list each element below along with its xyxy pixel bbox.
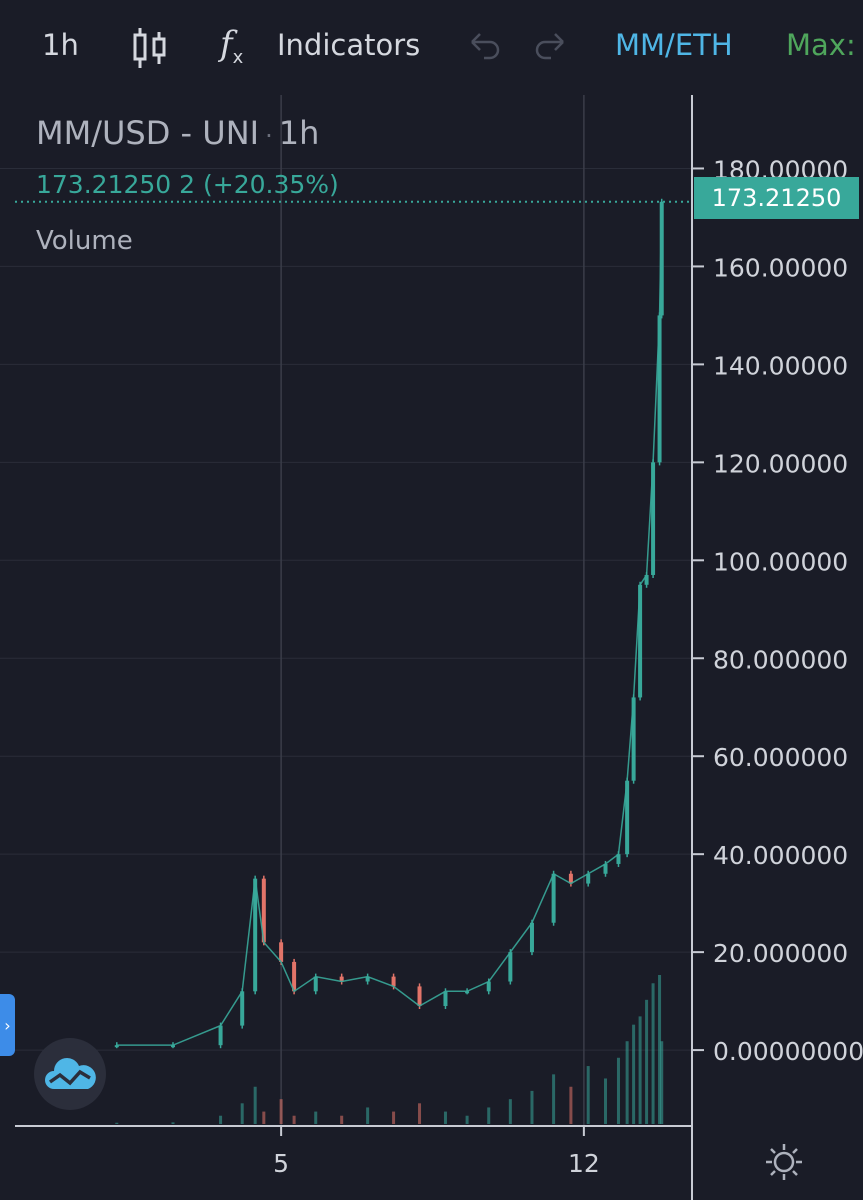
y-tick-label: 20.000000: [713, 939, 848, 968]
cloud-chart-icon: [45, 1058, 96, 1089]
volume-bar: [465, 1115, 469, 1124]
candle-body: [218, 1025, 223, 1046]
volume-bar: [645, 999, 649, 1124]
candle-body: [417, 986, 422, 1007]
candle-body: [443, 991, 448, 1007]
legend-separator: ·: [265, 122, 273, 150]
redo-icon[interactable]: [533, 30, 567, 64]
price-layer: [15, 198, 692, 1049]
settings-icon[interactable]: [764, 1142, 804, 1182]
price-line: [116, 201, 663, 1046]
candle-body: [339, 976, 344, 982]
candle-body: [568, 873, 573, 884]
volume-bar: [392, 1111, 396, 1124]
volume-bar: [219, 1115, 223, 1124]
candle-body: [465, 991, 470, 994]
volume-bar: [508, 1099, 512, 1124]
volume-layer: [115, 975, 664, 1124]
candle-body: [171, 1045, 175, 1048]
y-tick-label: 120.00000: [713, 449, 848, 478]
volume-bar: [638, 1016, 642, 1124]
undo-icon[interactable]: [468, 30, 502, 64]
legend-price-value: 173.21250 2 (+20.35%): [36, 170, 339, 199]
volume-bar: [530, 1090, 534, 1124]
volume-bar: [569, 1086, 573, 1124]
tradingview-logo-icon[interactable]: [34, 1038, 106, 1110]
y-tick-label: 60.000000: [713, 743, 848, 772]
candle-body: [659, 201, 664, 316]
candle-body: [551, 873, 556, 923]
y-tick-label: 160.00000: [713, 253, 848, 282]
candle-body: [391, 976, 396, 987]
candle-body: [486, 981, 491, 992]
volume-bar: [292, 1115, 296, 1124]
volume-bar: [314, 1111, 318, 1124]
function-icon[interactable]: fx: [220, 24, 244, 68]
candle-body: [638, 584, 643, 698]
volume-bar: [586, 1066, 590, 1124]
legend-interval: 1h: [278, 114, 320, 152]
candle-body: [240, 991, 245, 1026]
candle-body: [114, 1045, 119, 1048]
grid-layer: [0, 95, 692, 1126]
volume-bar: [632, 1024, 636, 1124]
y-tick-label: 80.000000: [713, 645, 848, 674]
interval-button[interactable]: 1h: [42, 28, 79, 62]
candlestick-icon[interactable]: [132, 26, 168, 70]
y-tick-label: 140.00000: [713, 351, 848, 380]
candle-body: [644, 574, 649, 585]
candle-body: [631, 697, 636, 781]
candle-body: [625, 780, 630, 855]
volume-bar: [279, 1099, 283, 1124]
candle-body: [365, 976, 370, 982]
volume-bar: [418, 1103, 422, 1124]
candle-body: [279, 942, 284, 962]
volume-bar: [240, 1103, 244, 1124]
volume-bar: [366, 1107, 370, 1124]
axis-layer: 180.00000160.00000140.00000120.00000100.…: [15, 95, 863, 1200]
y-tick-label: 40.000000: [713, 841, 848, 870]
symbol-title: MM/USD - UNI: [36, 114, 260, 152]
chart-legend-title: MM/USD - UNI · 1h: [36, 114, 319, 152]
candle-body: [508, 952, 513, 982]
candle-body: [529, 922, 534, 953]
volume-bar: [115, 1122, 119, 1124]
volume-bar: [253, 1086, 257, 1124]
volume-bar: [625, 1041, 629, 1124]
volume-bar: [651, 983, 655, 1124]
y-tick-label: 100.00000: [713, 547, 848, 576]
volume-bar: [552, 1074, 556, 1124]
pair-switch-button[interactable]: MM/ETH: [615, 28, 733, 62]
indicators-button[interactable]: Indicators: [277, 28, 421, 62]
volume-bar: [340, 1115, 344, 1124]
candle-body: [586, 873, 591, 884]
toolbar: 1h fx Indicators MM/ETH Max:: [0, 0, 863, 95]
candle-body: [651, 462, 656, 575]
candle-body: [253, 878, 258, 992]
candle-body: [292, 961, 297, 992]
x-tick-label: 5: [273, 1149, 289, 1178]
volume-bar: [604, 1078, 607, 1124]
x-tick-label: 12: [568, 1149, 600, 1178]
volume-bar: [443, 1111, 447, 1124]
volume-bar: [616, 1057, 620, 1124]
candle-body: [657, 315, 662, 463]
volume-bar: [658, 975, 662, 1124]
candle-body: [313, 976, 318, 992]
volume-bar: [660, 1041, 664, 1124]
volume-bar: [487, 1107, 491, 1124]
volume-bar: [171, 1122, 175, 1124]
y-tick-label: 0.00000000: [713, 1037, 863, 1066]
volume-bar: [262, 1111, 266, 1124]
last-price-badge: 173.21250: [694, 177, 859, 219]
candle-body: [261, 878, 266, 943]
candle-body: [616, 854, 621, 864]
max-label: Max:: [786, 28, 856, 62]
volume-indicator-label[interactable]: Volume: [36, 226, 133, 256]
side-panel-toggle[interactable]: ›: [0, 994, 15, 1056]
candle-body: [603, 863, 608, 874]
